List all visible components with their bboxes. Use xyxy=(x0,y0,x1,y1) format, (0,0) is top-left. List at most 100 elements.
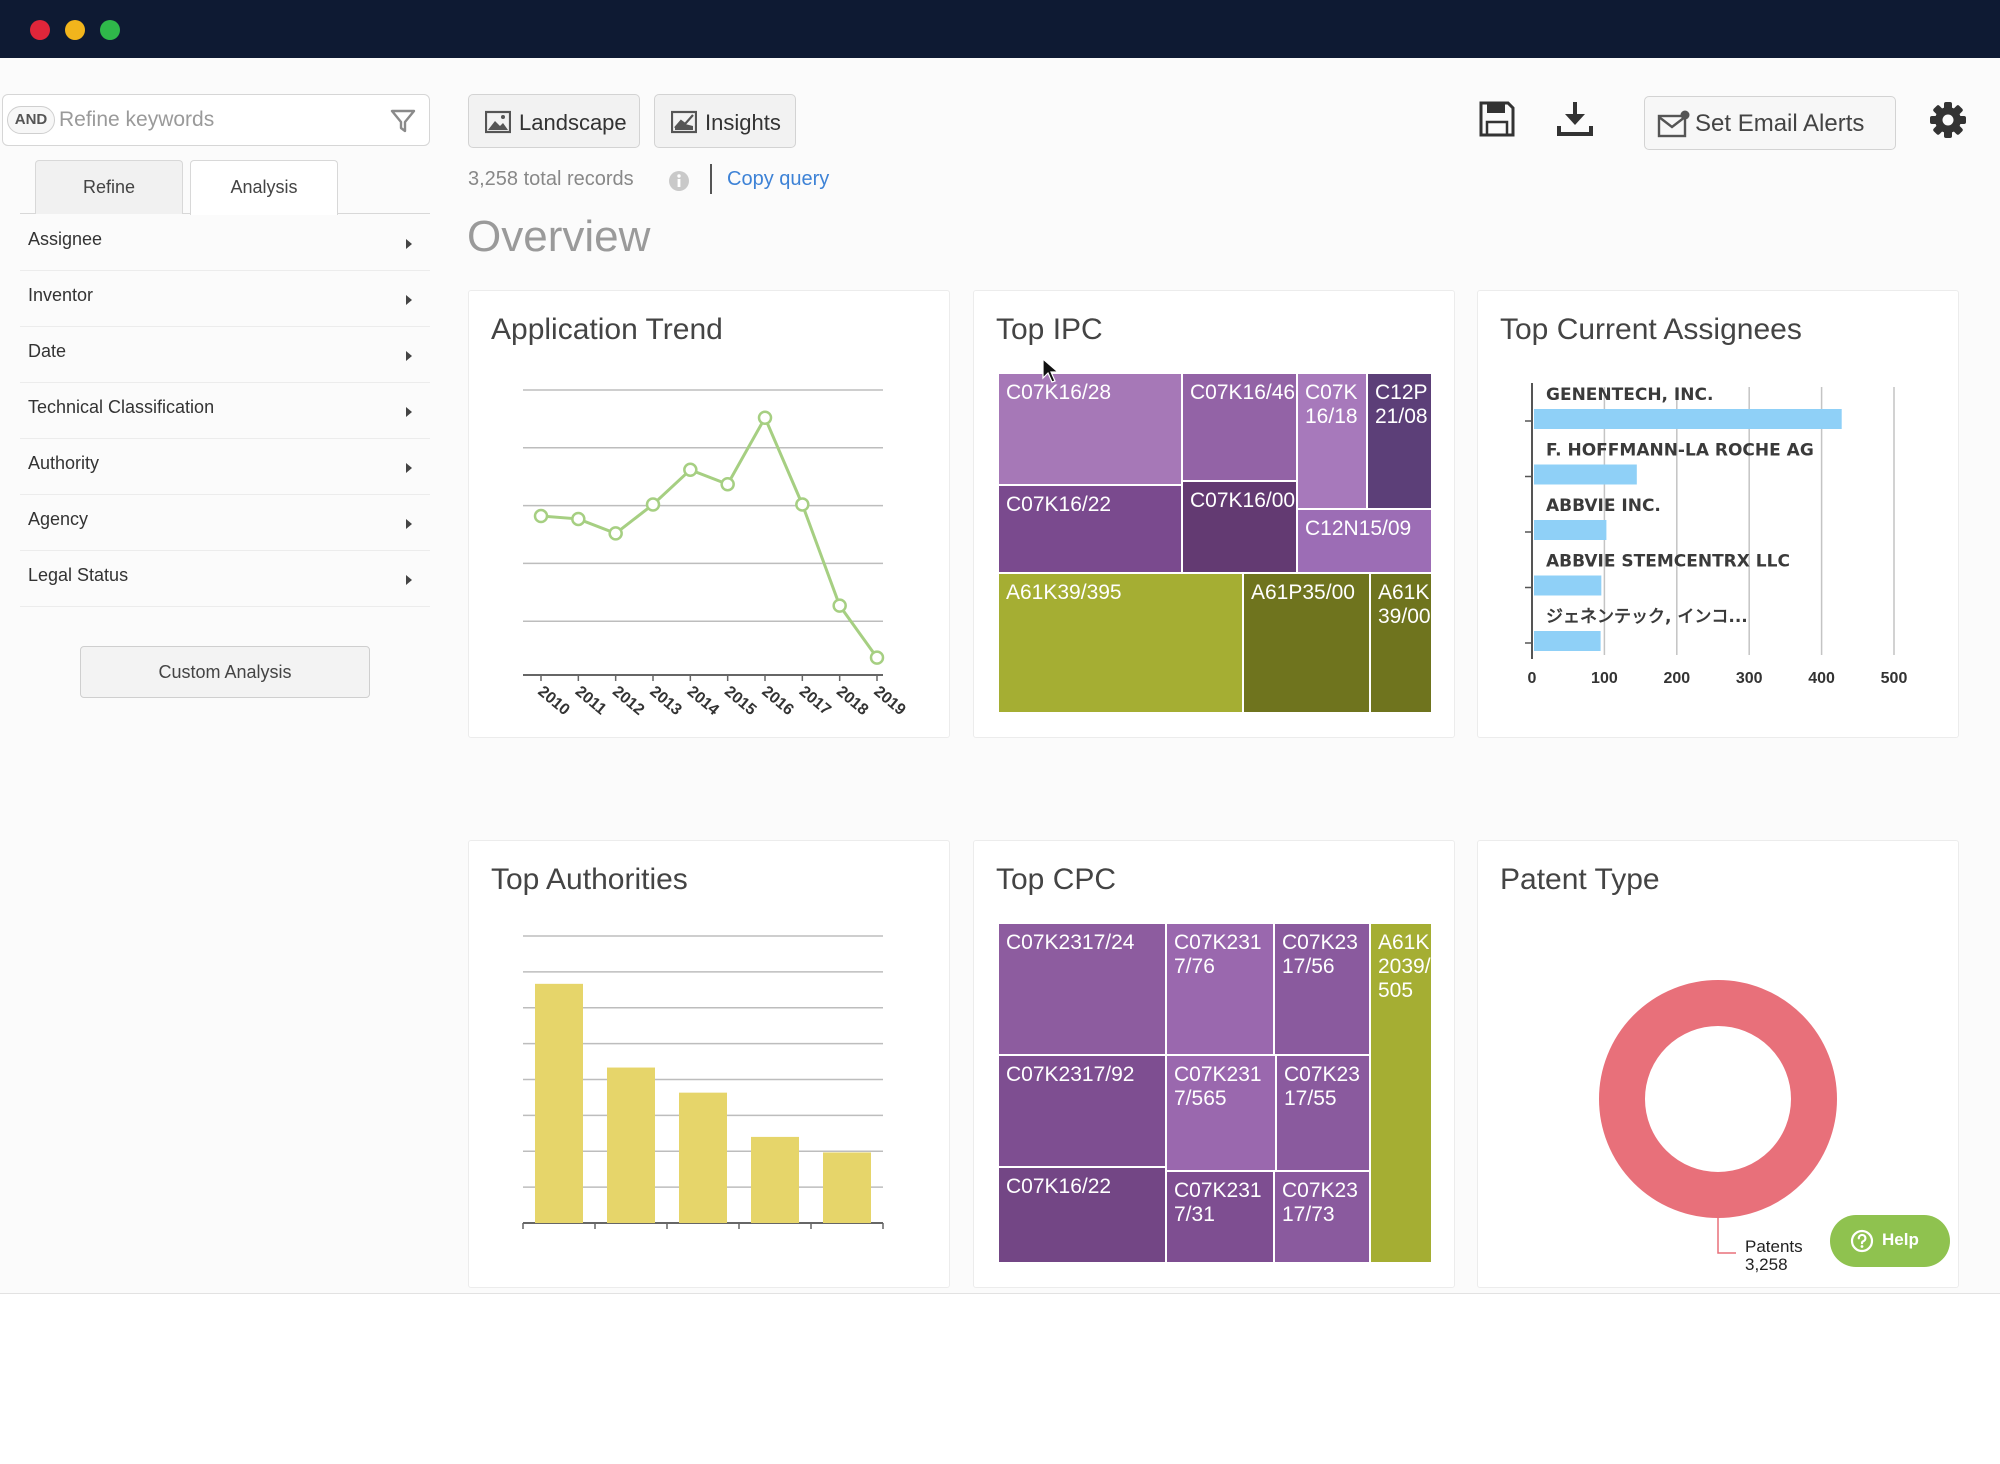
landscape-button[interactable]: Landscape xyxy=(468,94,640,148)
download-icon[interactable] xyxy=(1554,98,1596,140)
treemap-cell-label: C07K16/22 xyxy=(1006,1175,1111,1198)
x-tick-label: 200 xyxy=(1663,670,1690,687)
treemap-cell-label: C07K16/22 xyxy=(1006,493,1111,516)
top-cpc-card[interactable]: Top CPC C07K2317/24 C07K2317/76 C07K2317… xyxy=(973,840,1455,1288)
data-point xyxy=(572,513,584,525)
treemap-cell[interactable]: A61K39/00 xyxy=(1370,573,1432,713)
treemap-cell[interactable]: C07K16/46 xyxy=(1182,373,1297,481)
data-point xyxy=(610,527,622,539)
data-point xyxy=(759,412,771,424)
zoom-window-dot[interactable] xyxy=(100,20,120,40)
treemap-cell-label: C07K2317/565 xyxy=(1174,1063,1262,1110)
treemap-cell[interactable]: C07K16/22 xyxy=(998,485,1182,573)
sidebar-item-label: Inventor xyxy=(28,285,93,306)
save-icon[interactable] xyxy=(1476,98,1518,140)
top-current-assignees-card[interactable]: Top Current Assignees 0100200300400500GE… xyxy=(1477,290,1959,738)
x-tick-label: 2019 xyxy=(870,683,908,719)
sidebar-item-authority[interactable]: Authority xyxy=(20,439,430,495)
sidebar-item-assignee[interactable]: Assignee xyxy=(20,215,430,271)
treemap-cell[interactable]: A61P35/00 xyxy=(1243,573,1370,713)
data-point xyxy=(834,600,846,612)
treemap-cell[interactable]: C07K2317/24 xyxy=(998,923,1166,1055)
x-tick-label: 2016 xyxy=(758,683,796,719)
treemap-cell[interactable]: C12N15/09 xyxy=(1297,509,1432,573)
close-window-dot[interactable] xyxy=(30,20,50,40)
x-tick-label: 500 xyxy=(1881,670,1908,687)
sidebar-item-date[interactable]: Date xyxy=(20,327,430,383)
landscape-label: Landscape xyxy=(519,110,627,136)
sidebar-item-legal-status[interactable]: Legal Status xyxy=(20,551,430,607)
bar-category-label: ABBVIE STEMCENTRX LLC xyxy=(1546,552,1790,572)
x-tick-label: 0 xyxy=(1528,670,1537,687)
authority-bar xyxy=(823,1152,871,1223)
caret-right-icon xyxy=(406,407,412,417)
treemap-cell[interactable]: C07K2317/73 xyxy=(1274,1171,1370,1263)
treemap-cell-label: C07K16/00 xyxy=(1190,489,1295,512)
x-tick-label: 2018 xyxy=(833,683,871,719)
refine-search-box: AND xyxy=(2,94,430,146)
caret-right-icon xyxy=(406,351,412,361)
treemap-cell-label: C12P21/08 xyxy=(1375,381,1428,428)
minimize-window-dot[interactable] xyxy=(65,20,85,40)
top-authorities-card[interactable]: Top Authorities xyxy=(468,840,950,1288)
treemap-cell[interactable]: C07K2317/56 xyxy=(1274,923,1370,1055)
sidebar-item-technical-classification[interactable]: Technical Classification xyxy=(20,383,430,439)
treemap-cell[interactable]: A61K2039/505 xyxy=(1370,923,1432,1263)
app-area: AND Refine Analysis Assignee Inventor Da… xyxy=(0,58,2000,1294)
set-email-alerts-label: Set Email Alerts xyxy=(1695,110,1864,138)
treemap-cell[interactable]: C07K2317/92 xyxy=(998,1055,1166,1167)
insights-button[interactable]: Insights xyxy=(654,94,796,148)
caret-right-icon xyxy=(406,239,412,249)
top-authorities-chart xyxy=(469,841,951,1289)
sidebar-item-agency[interactable]: Agency xyxy=(20,495,430,551)
treemap-cell-label: C12N15/09 xyxy=(1305,517,1411,540)
treemap-cell[interactable]: C07K2317/55 xyxy=(1276,1055,1370,1171)
refine-keywords-input[interactable] xyxy=(59,105,379,135)
settings-gear-icon[interactable] xyxy=(1928,100,1968,140)
treemap-cell[interactable]: C12P21/08 xyxy=(1367,373,1432,509)
tab-analysis[interactable]: Analysis xyxy=(190,160,338,215)
authority-bar xyxy=(679,1093,727,1223)
custom-analysis-button[interactable]: Custom Analysis xyxy=(80,646,370,698)
top-assignees-chart: 0100200300400500GENENTECH, INC.F. HOFFMA… xyxy=(1478,291,1960,739)
treemap-cell[interactable]: C07K16/18 xyxy=(1297,373,1367,509)
help-question-icon xyxy=(1850,1229,1874,1253)
x-tick-label: 2013 xyxy=(646,683,684,719)
assignee-bar xyxy=(1534,520,1606,540)
data-point xyxy=(796,498,808,510)
treemap-cell[interactable]: C07K16/22 xyxy=(998,1167,1166,1263)
set-email-alerts-button[interactable]: Set Email Alerts xyxy=(1644,96,1896,150)
assignee-bar xyxy=(1534,409,1842,429)
info-icon[interactable] xyxy=(668,170,690,192)
treemap-cell[interactable]: C07K2317/31 xyxy=(1166,1171,1274,1263)
bar-category-label: F. HOFFMANN-LA ROCHE AG xyxy=(1546,441,1814,461)
data-point xyxy=(684,464,696,476)
insights-chart-icon xyxy=(671,110,697,134)
total-records-count: 3,258 total records xyxy=(468,168,634,191)
treemap-cell[interactable]: A61K39/395 xyxy=(998,573,1243,713)
treemap-cell-label: C07K16/18 xyxy=(1305,381,1358,428)
data-point xyxy=(722,478,734,490)
filter-icon[interactable] xyxy=(389,107,417,135)
data-point xyxy=(871,652,883,664)
treemap-cell-label: C07K2317/56 xyxy=(1282,931,1358,978)
x-tick-label: 2010 xyxy=(534,683,572,719)
copy-query-link[interactable]: Copy query xyxy=(727,168,829,191)
treemap-cell-label: C07K16/46 xyxy=(1190,381,1295,404)
x-tick-label: 300 xyxy=(1736,670,1763,687)
sidebar-item-label: Agency xyxy=(28,509,88,530)
treemap-cell[interactable]: C07K16/28 xyxy=(998,373,1182,485)
sidebar-tabs: Refine Analysis xyxy=(20,160,430,214)
application-trend-card[interactable]: Application Trend 2010201120122013201420… xyxy=(468,290,950,738)
treemap-cell[interactable]: C07K2317/76 xyxy=(1166,923,1274,1055)
sidebar-item-inventor[interactable]: Inventor xyxy=(20,271,430,327)
help-button[interactable]: Help xyxy=(1830,1215,1950,1267)
and-operator-toggle[interactable]: AND xyxy=(7,106,55,134)
treemap-cell[interactable]: C07K16/00 xyxy=(1182,481,1297,573)
tab-refine[interactable]: Refine xyxy=(35,160,183,214)
sidebar-item-label: Assignee xyxy=(28,229,102,250)
treemap-cell[interactable]: C07K2317/565 xyxy=(1166,1055,1276,1171)
slice-name-label: Patents xyxy=(1745,1237,1803,1256)
bar-category-label: ABBVIE INC. xyxy=(1546,496,1661,516)
email-alert-icon xyxy=(1657,109,1691,139)
